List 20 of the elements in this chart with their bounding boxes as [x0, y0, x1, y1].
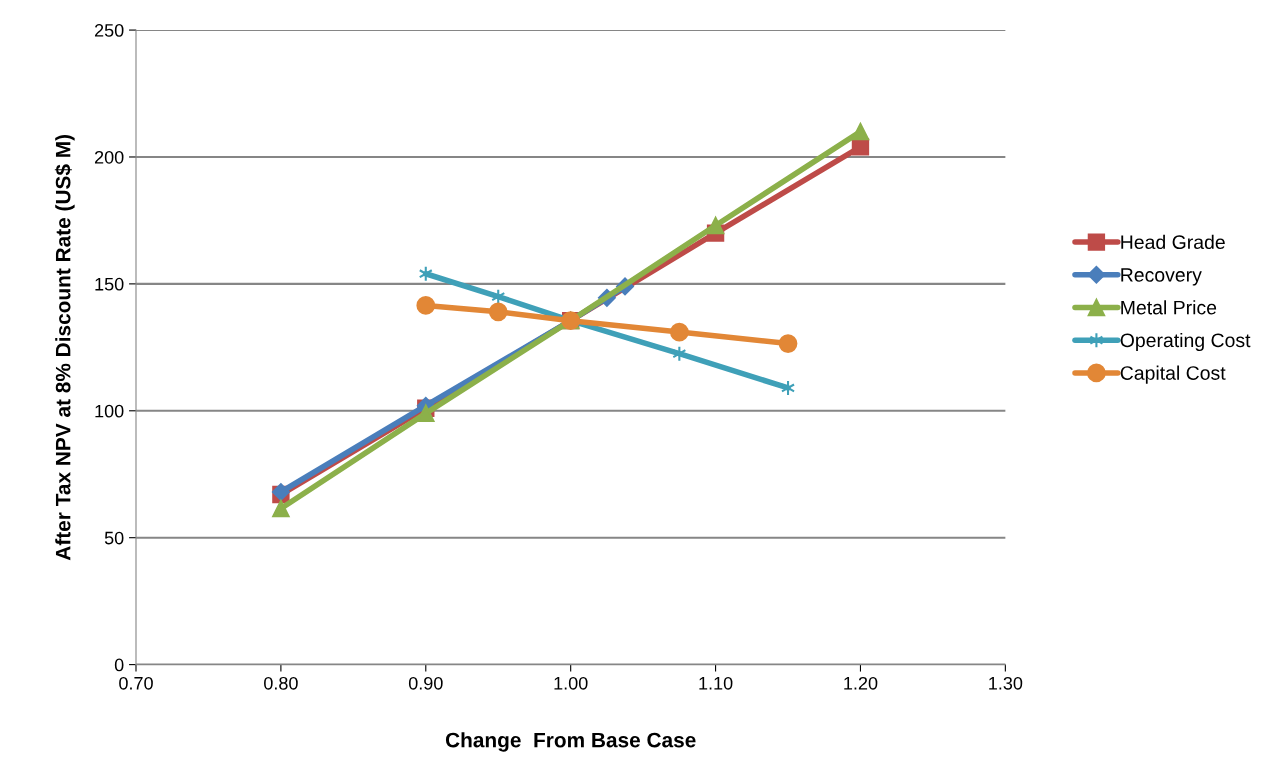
y-tick-label: 150 — [95, 277, 124, 291]
legend-label: Operating Cost — [1120, 332, 1251, 352]
legend-label: Head Grade — [1121, 234, 1225, 250]
y-tick-label: 250 — [94, 24, 124, 37]
x-axis-title: Change From Base Case — [445, 732, 696, 752]
y-tick-label: 100 — [95, 404, 124, 418]
y-tick-label: 200 — [94, 150, 124, 164]
legend-label: Capital Cost — [1120, 365, 1226, 384]
x-tick-label: 1.10 — [699, 676, 733, 690]
x-tick-label: 0.90 — [408, 676, 443, 690]
legend-label: Recovery — [1121, 268, 1202, 286]
y-tick-label: 0 — [114, 658, 124, 672]
x-tick-label: 0.80 — [264, 676, 298, 690]
legend-label: Metal Price — [1121, 300, 1217, 315]
y-axis-title: After Tax NPV at 8% Discount Rate (US$ M) — [54, 134, 75, 561]
y-tick-label: 50 — [104, 531, 124, 545]
x-tick-label: 1.20 — [844, 676, 878, 690]
x-tick-label: 1.00 — [554, 676, 588, 690]
x-tick-label: 0.70 — [119, 676, 153, 690]
x-tick-label: 1.30 — [989, 676, 1023, 690]
